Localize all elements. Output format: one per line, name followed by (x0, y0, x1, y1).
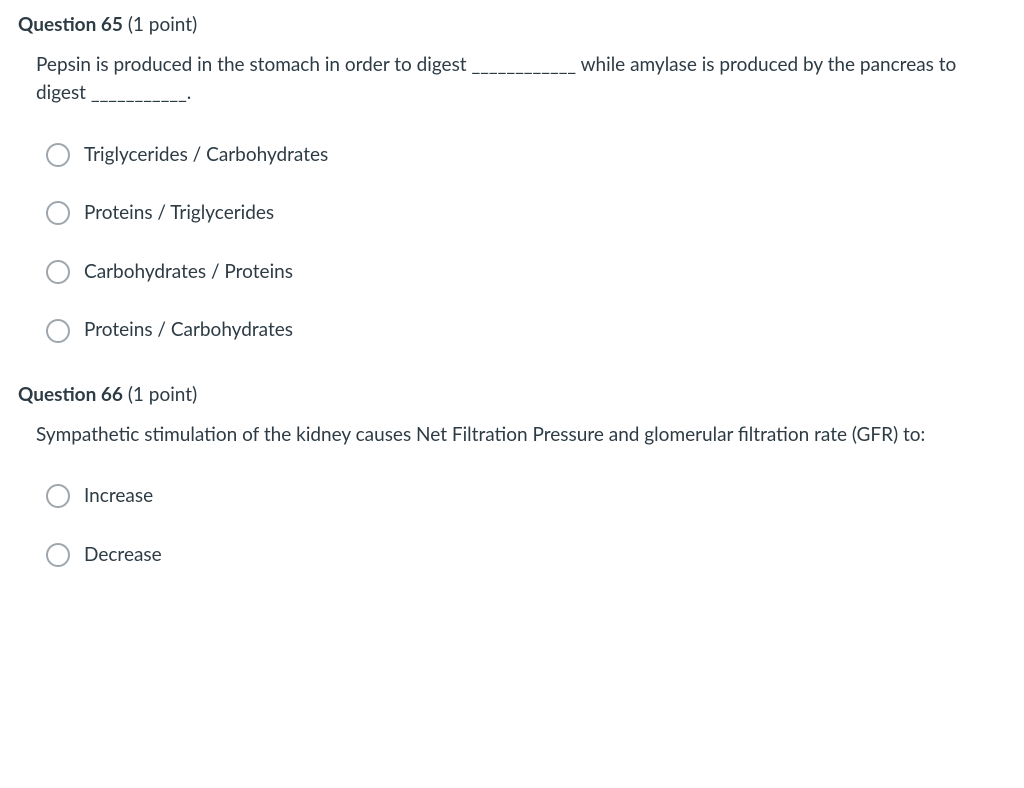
options-list: Triglycerides / Carbohydrates Proteins /… (46, 142, 1006, 344)
radio-icon[interactable] (46, 319, 70, 343)
question-number: Question 65 (18, 13, 123, 36)
question-number: Question 66 (18, 383, 123, 406)
radio-icon[interactable] (46, 484, 70, 508)
option-row[interactable]: Proteins / Triglycerides (46, 200, 1006, 227)
option-row[interactable]: Triglycerides / Carbohydrates (46, 142, 1006, 169)
radio-icon[interactable] (46, 201, 70, 225)
option-row[interactable]: Proteins / Carbohydrates (46, 317, 1006, 344)
radio-icon[interactable] (46, 143, 70, 167)
option-row[interactable]: Increase (46, 483, 1006, 510)
question-text: Pepsin is produced in the stomach in ord… (36, 51, 1006, 108)
question-block-66: Question 66 (1 point) Sympathetic stimul… (18, 382, 1006, 568)
option-label: Triglycerides / Carbohydrates (84, 142, 328, 169)
option-row[interactable]: Decrease (46, 542, 1006, 569)
option-row[interactable]: Carbohydrates / Proteins (46, 259, 1006, 286)
options-list: Increase Decrease (46, 483, 1006, 568)
question-block-65: Question 65 (1 point) Pepsin is produced… (18, 12, 1006, 344)
option-label: Carbohydrates / Proteins (84, 259, 293, 286)
option-label: Increase (84, 483, 153, 510)
option-label: Proteins / Triglycerides (84, 200, 274, 227)
question-points: (1 point) (128, 13, 197, 36)
question-header: Question 65 (1 point) (18, 12, 1006, 39)
question-header: Question 66 (1 point) (18, 382, 1006, 409)
radio-icon[interactable] (46, 260, 70, 284)
question-points: (1 point) (128, 383, 197, 406)
radio-icon[interactable] (46, 543, 70, 567)
option-label: Decrease (84, 542, 162, 569)
option-label: Proteins / Carbohydrates (84, 317, 293, 344)
question-text: Sympathetic stimulation of the kidney ca… (36, 421, 1006, 450)
